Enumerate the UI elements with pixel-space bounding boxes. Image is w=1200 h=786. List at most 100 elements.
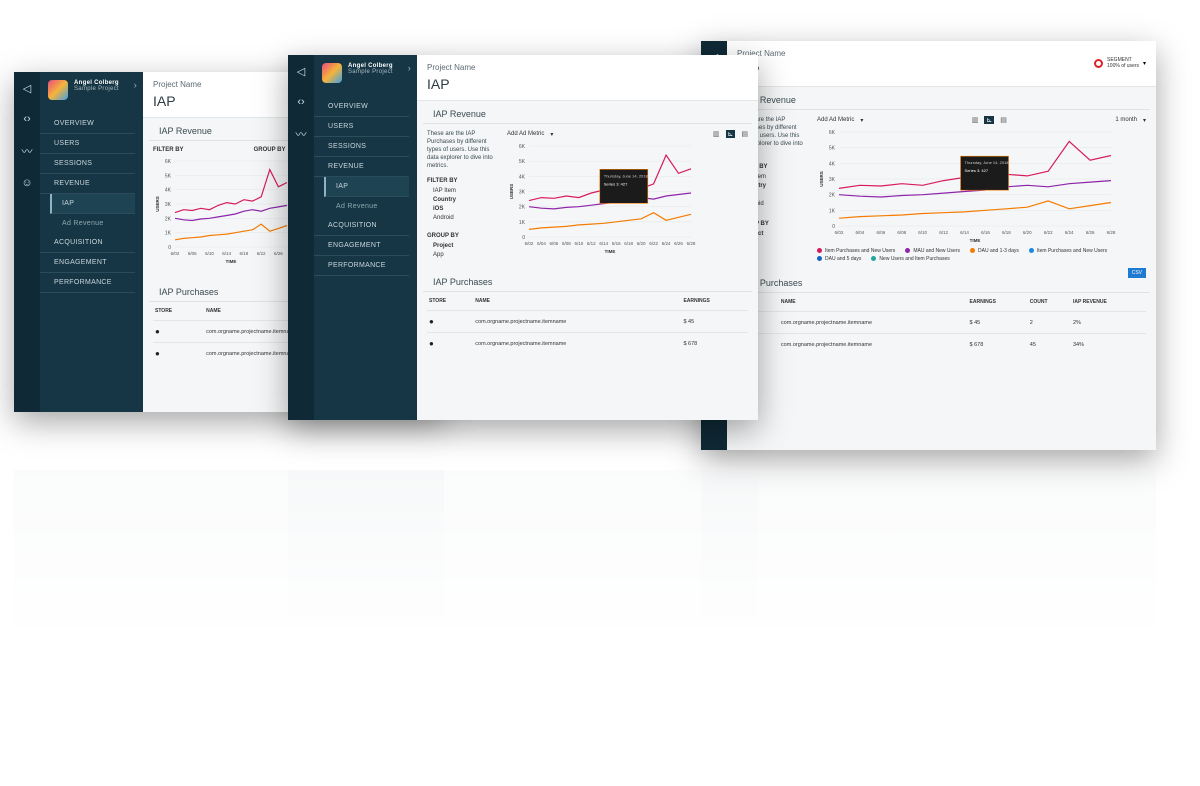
y-tick-label: 4K	[829, 161, 836, 167]
table-row[interactable]: ● com.orgname.projectname.itemname $ 678	[427, 332, 748, 354]
area-chart-icon[interactable]: ▤	[1000, 117, 1007, 124]
sidebar-item-performance[interactable]: PERFORMANCE	[40, 273, 135, 293]
add-metric-dropdown[interactable]: Add Ad Metric	[817, 117, 855, 123]
sidebar-item-engagement[interactable]: ENGAGEMENT	[314, 236, 409, 256]
sidebar-item-users[interactable]: USERS	[314, 117, 409, 137]
legend-item[interactable]: New Users and Item Purchases	[871, 256, 950, 262]
item-count: 45	[1027, 333, 1071, 355]
table-header-row: STORE NAME EARNINGS COUNT IAP REVENUE	[737, 293, 1146, 312]
sidebar-item-acquisition[interactable]: ACQUISITION	[314, 216, 409, 236]
unity-logo-icon[interactable]: ◁	[296, 66, 306, 78]
column-header[interactable]: EARNINGS	[683, 298, 710, 304]
table-row[interactable]: ● com.orgname.projectname.itemname $ 45	[427, 310, 748, 333]
series-line[interactable]	[838, 200, 1112, 219]
legend-item[interactable]: DAU and 5 days	[817, 256, 861, 262]
group-option[interactable]: Project	[433, 243, 454, 249]
sidebar-item-performance[interactable]: PERFORMANCE	[314, 256, 409, 276]
series-line[interactable]	[174, 223, 288, 241]
analytics-icon[interactable]: 〰	[21, 146, 33, 158]
user-icon[interactable]: ☺	[21, 177, 33, 189]
chevron-down-icon: ▾	[1142, 60, 1146, 67]
sidebar-item-users[interactable]: USERS	[40, 134, 135, 154]
column-header[interactable]: COUNT	[1029, 299, 1048, 305]
analytics-icon[interactable]: 〰	[295, 129, 307, 141]
page-header: Project Name IAP	[417, 55, 758, 101]
y-tick-label: 4K	[519, 174, 526, 180]
chevron-down-icon: ▾	[550, 131, 554, 138]
x-tick-label: 6/26	[1086, 230, 1095, 235]
x-tick-label: 6/18	[1002, 230, 1011, 235]
line-chart-icon[interactable]: ⊾	[984, 116, 995, 124]
y-tick-label: 1K	[519, 220, 526, 226]
legend-item[interactable]: Item Purchases and New Users	[1028, 248, 1107, 254]
column-header[interactable]: STORE	[155, 308, 173, 314]
bar-chart-icon[interactable]: ▥	[971, 117, 979, 124]
sidebar-item-iap[interactable]: IAP	[50, 194, 135, 214]
x-tick-label: 6/18	[240, 251, 249, 256]
filter-option[interactable]: Android	[433, 215, 454, 221]
y-axis-label: USERS	[509, 184, 514, 200]
area-chart-icon[interactable]: ▤	[741, 131, 748, 138]
column-header[interactable]: STORE	[429, 298, 447, 304]
x-axis-label: TIME	[605, 249, 616, 254]
legend-item[interactable]: DAU and 1-3 days	[970, 248, 1019, 254]
sidebar-item-iap[interactable]: IAP	[324, 177, 409, 197]
purchases-table: STORE NAME EARNINGS ● com.orgname.projec…	[427, 292, 748, 354]
filter-option[interactable]: Country	[433, 197, 456, 203]
icon-rail: ◁ ‹› 〰	[288, 55, 314, 420]
x-tick-label: 6/10	[918, 230, 927, 235]
add-metric-dropdown[interactable]: Add Ad Metric	[507, 131, 545, 137]
sidebar-item-engagement[interactable]: ENGAGEMENT	[40, 253, 135, 273]
sidebar-item-sessions[interactable]: SESSIONS	[314, 137, 409, 157]
series-line[interactable]	[174, 168, 288, 214]
account-switcher[interactable]: Angel Colberg Sample Project ›	[314, 55, 417, 97]
csv-export-button[interactable]: CSV	[1127, 268, 1146, 278]
chevron-down-icon: ▾	[860, 117, 864, 124]
legend-item[interactable]: Item Purchases and New Users	[817, 248, 895, 254]
column-header[interactable]: IAP REVENUE	[1072, 299, 1107, 305]
page-title: IAP	[427, 76, 450, 92]
unity-logo-icon[interactable]: ◁	[22, 83, 32, 95]
sidebar-item-acquisition[interactable]: ACQUISITION	[40, 233, 135, 253]
sidebar-item-ad-revenue[interactable]: Ad Revenue	[336, 203, 378, 210]
x-tick-label: 6/14	[960, 230, 969, 235]
account-switcher[interactable]: Angel Colberg Sample Project ›	[40, 72, 143, 114]
legend-label: New Users and Item Purchases	[879, 256, 950, 262]
x-tick-label: 6/24	[662, 241, 671, 246]
legend-item[interactable]: MAU and New Users	[905, 248, 960, 254]
series-line[interactable]	[528, 212, 692, 230]
table-row[interactable]: ● com.orgname.projectname.itemname $ 45 …	[737, 311, 1146, 334]
line-chart-icon[interactable]: ⊾	[725, 130, 736, 138]
chevron-right-icon: ›	[407, 63, 411, 73]
filter-option[interactable]: IAP Item	[433, 188, 456, 194]
y-axis-label: USERS	[819, 171, 824, 187]
line-chart[interactable]: 0 1K 2K 3K 4K 5K 6K 6/02 6/06 6/10 6/14 6/18 6/22 6/2…	[153, 155, 293, 265]
item-earnings: $ 678	[681, 332, 748, 354]
code-icon[interactable]: ‹›	[297, 96, 305, 108]
series-line[interactable]	[174, 204, 288, 222]
sidebar-item-sessions[interactable]: SESSIONS	[40, 154, 135, 174]
revenue-section-title: IAP Revenue	[423, 101, 752, 124]
column-header[interactable]: NAME	[780, 299, 796, 305]
app-icon	[48, 80, 68, 100]
period-dropdown[interactable]: 1 month	[1115, 117, 1137, 123]
bar-chart-icon[interactable]: ▥	[712, 131, 720, 138]
filter-option[interactable]: iOS	[433, 206, 444, 212]
chart-area: Add Ad Metric ▾ ▥ ⊾ ▤ 0 1K 2K 3K 4K 5K 6K 6/02 6…	[507, 130, 748, 261]
sidebar-item-overview[interactable]: OVERVIEW	[314, 97, 409, 117]
code-icon[interactable]: ‹›	[23, 113, 31, 125]
series-line[interactable]	[838, 180, 1112, 198]
group-option[interactable]: App	[433, 252, 444, 258]
sidebar-item-revenue[interactable]: REVENUE	[314, 157, 409, 177]
sidebar-item-overview[interactable]: OVERVIEW	[40, 114, 135, 134]
table-row[interactable]: ● com.orgname.projectname.itemname $ 678…	[737, 333, 1146, 355]
segment-selector[interactable]: SEGMENT 100% of users ▾	[1094, 57, 1146, 69]
filters-panel: These are the IAP Purchases by different…	[427, 130, 497, 261]
sidebar-item-revenue[interactable]: REVENUE	[40, 174, 135, 194]
column-header[interactable]: NAME	[475, 298, 490, 304]
sidebar-item-ad-revenue[interactable]: Ad Revenue	[62, 220, 104, 227]
legend-swatch	[817, 248, 822, 254]
column-header[interactable]: EARNINGS	[969, 299, 996, 305]
